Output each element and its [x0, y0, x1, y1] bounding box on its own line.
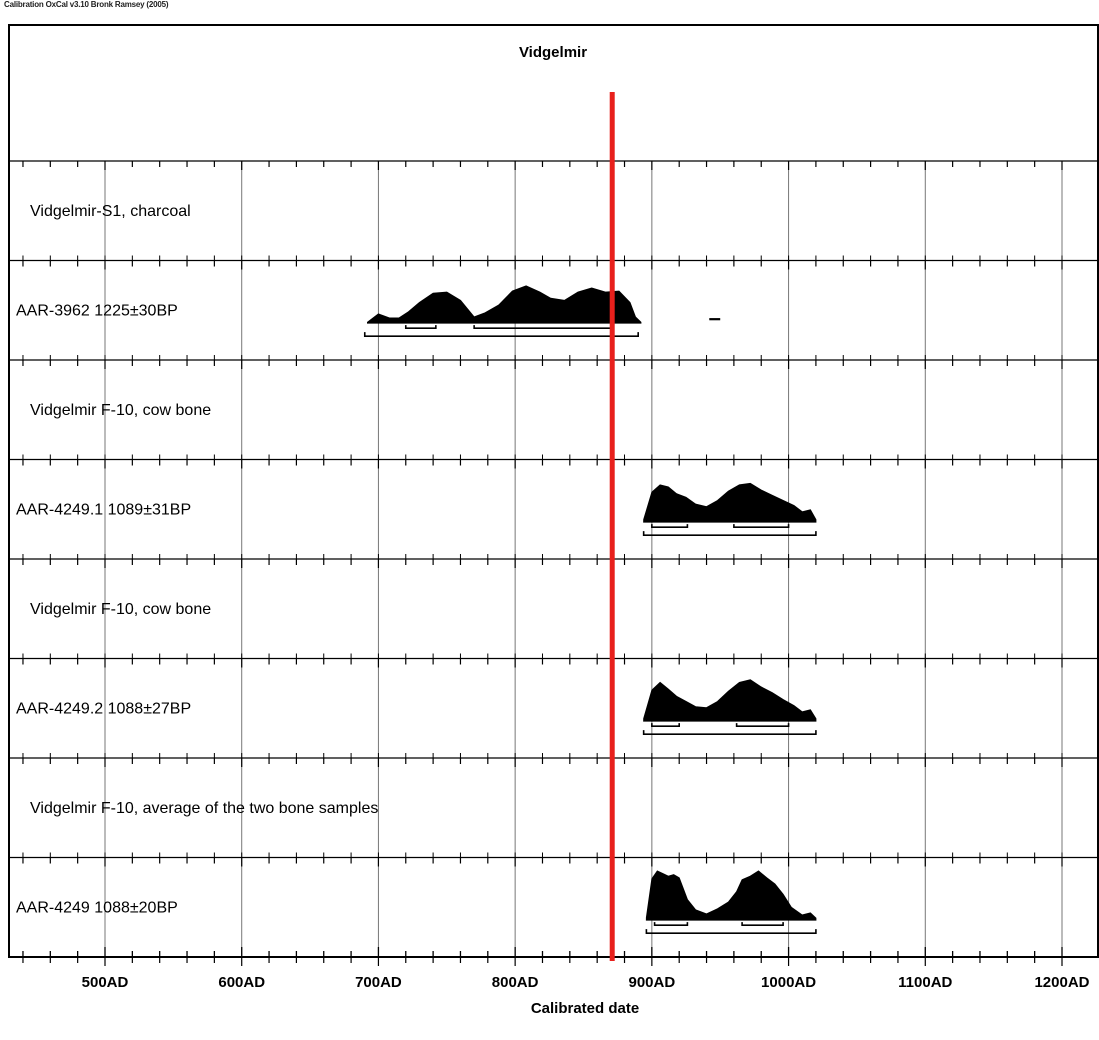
row-date: AAR-4249 1088±20BP — [16, 870, 817, 934]
row-date: AAR-4249.1 1089±31BP — [16, 482, 817, 536]
row-label: Vidgelmir F-10, cow bone — [30, 601, 211, 618]
row-label: AAR-4249 1088±20BP — [16, 899, 178, 916]
range-68-bracket — [651, 723, 680, 727]
range-95-bracket — [363, 332, 639, 337]
row-date: AAR-4249.2 1088±27BP — [16, 679, 817, 735]
tick-layer: 500AD 600AD 700AD 800AD 900AD 1000AD 1100AD 120… — [22, 947, 1090, 991]
range-95-bracket — [642, 730, 817, 735]
program-header: Calibration OxCal v3.10 Bronk Ramsey (20… — [4, 0, 169, 9]
range-68-bracket — [733, 524, 790, 528]
range-95-bracket — [645, 929, 817, 934]
row-label: AAR-4249.2 1088±27BP — [16, 700, 191, 717]
probability-distribution — [366, 285, 642, 324]
plot-frame — [8, 24, 1099, 958]
x-tick-label: 800AD — [492, 974, 539, 991]
x-tick-label: 1000AD — [761, 974, 816, 991]
row-label: Vidgelmir F-10, average of the two bone … — [30, 800, 378, 817]
x-tick-label: 600AD — [218, 974, 265, 991]
row-date: AAR-3962 1225±30BP — [16, 285, 721, 337]
row-header: Vidgelmir F-10, average of the two bone … — [30, 800, 378, 817]
range-68-bracket — [404, 325, 437, 329]
row-label: AAR-4249.1 1089±31BP — [16, 501, 191, 518]
row-label: Vidgelmir F-10, cow bone — [30, 402, 211, 419]
probability-distribution — [643, 482, 817, 523]
probability-distribution — [643, 679, 817, 722]
row-label: Vidgelmir-S1, charcoal — [30, 203, 191, 220]
chart-title: Vidgelmir — [519, 44, 587, 61]
probability-distribution — [645, 870, 817, 921]
x-tick-label: 900AD — [629, 974, 676, 991]
row-header: Vidgelmir F-10, cow bone — [30, 402, 211, 419]
x-tick-label: 700AD — [355, 974, 402, 991]
range-68-bracket — [651, 524, 689, 528]
x-tick-label: 500AD — [82, 974, 129, 991]
range-68-bracket — [735, 723, 790, 727]
x-tick-label: 1100AD — [898, 974, 952, 991]
range-95-bracket — [642, 531, 817, 536]
row-layer: Vidgelmir-S1, charcoal AAR-3962 1225±30BP… — [16, 92, 817, 961]
grid-layer — [9, 160, 1098, 966]
range-68-bracket — [653, 922, 689, 926]
range-68-bracket — [741, 922, 784, 926]
row-header: Vidgelmir F-10, cow bone — [30, 601, 211, 618]
x-tick-label: 1200AD — [1034, 974, 1089, 991]
row-header: Vidgelmir-S1, charcoal — [30, 203, 191, 220]
row-label: AAR-3962 1225±30BP — [16, 302, 178, 319]
x-axis-label: Calibrated date — [531, 1000, 639, 1017]
